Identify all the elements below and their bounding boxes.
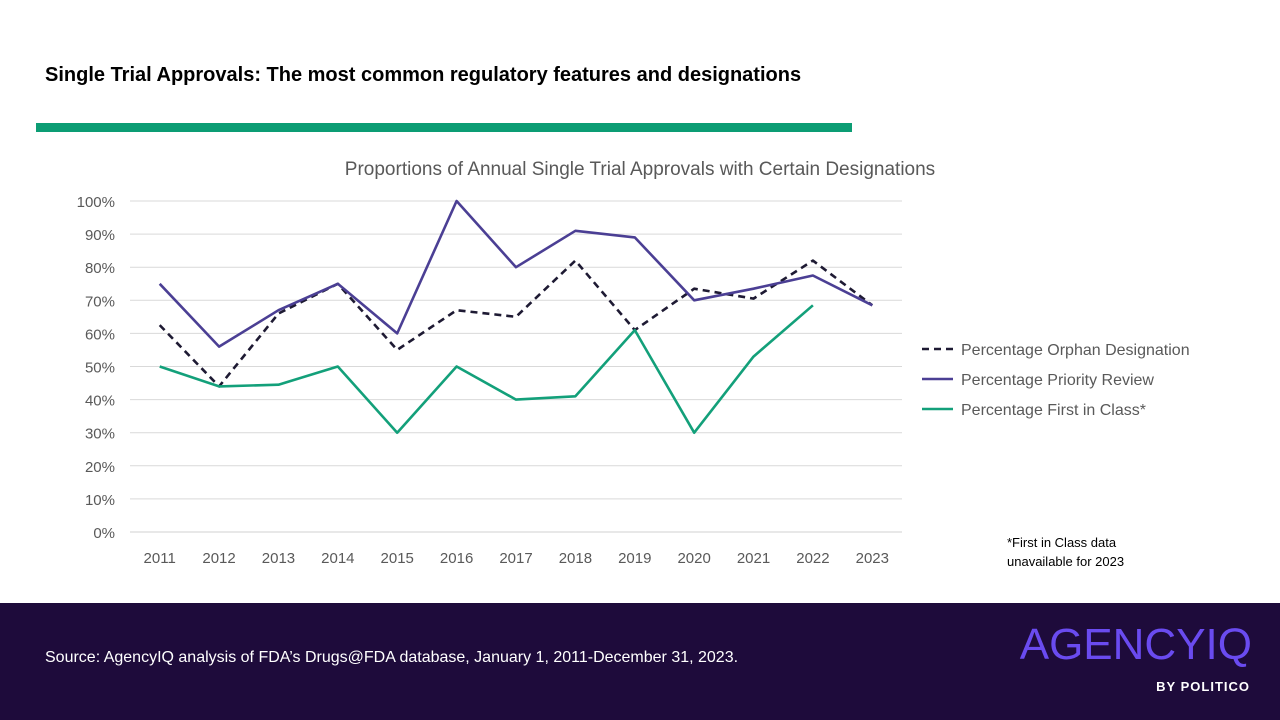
footer: Source: AgencyIQ analysis of FDA’s Drugs…	[0, 603, 1280, 720]
legend-label: Percentage Priority Review	[961, 372, 1154, 389]
x-tick-label: 2016	[440, 550, 473, 567]
x-tick-label: 2015	[381, 550, 414, 567]
y-tick-label: 10%	[85, 492, 115, 509]
y-axis-ticks: 0% 10% 20% 30% 40% 50% 60% 70% 80% 90% 100%	[77, 194, 115, 542]
chart-title: Proportions of Annual Single Trial Appro…	[345, 159, 935, 180]
y-tick-label: 70%	[85, 293, 115, 310]
x-tick-label: 2019	[618, 550, 651, 567]
chart-legend: Percentage Orphan Designation Percentage …	[922, 342, 1190, 419]
x-axis-ticks: 2011 2012 2013 2014 2015 2016 2017 2018 2019 2020…	[144, 550, 889, 567]
y-tick-label: 80%	[85, 260, 115, 277]
x-tick-label: 2012	[202, 550, 235, 567]
agencyiq-logo: AGENCYIQ	[1020, 621, 1252, 669]
line-chart: Proportions of Annual Single Trial Appro…	[0, 140, 1280, 600]
footnote-line-2: unavailable for 2023	[1007, 552, 1187, 571]
chart-series	[160, 201, 873, 433]
y-tick-label: 50%	[85, 360, 115, 377]
y-tick-label: 90%	[85, 227, 115, 244]
source-text: Source: AgencyIQ analysis of FDA’s Drugs…	[45, 649, 738, 667]
x-tick-label: 2021	[737, 550, 770, 567]
logo-byline: BY POLITICO	[1156, 679, 1250, 694]
chart-gridlines	[130, 201, 902, 532]
series-line-2	[160, 201, 873, 347]
x-tick-label: 2014	[321, 550, 354, 567]
x-tick-label: 2020	[677, 550, 710, 567]
slide-title: Single Trial Approvals: The most common …	[45, 64, 801, 87]
x-tick-label: 2013	[262, 550, 295, 567]
footnote: *First in Class data unavailable for 202…	[1007, 533, 1187, 571]
y-tick-label: 100%	[77, 194, 115, 211]
x-tick-label: 2023	[856, 550, 889, 567]
x-tick-label: 2018	[559, 550, 592, 567]
legend-label: Percentage First in Class*	[961, 402, 1146, 419]
y-tick-label: 40%	[85, 393, 115, 410]
x-tick-label: 2022	[796, 550, 829, 567]
x-tick-label: 2017	[499, 550, 532, 567]
title-accent-bar	[36, 123, 852, 132]
y-tick-label: 20%	[85, 459, 115, 476]
series-line-1	[160, 261, 873, 387]
y-tick-label: 30%	[85, 426, 115, 443]
y-tick-label: 0%	[93, 525, 115, 542]
legend-label: Percentage Orphan Designation	[961, 342, 1190, 359]
y-tick-label: 60%	[85, 326, 115, 343]
footnote-line-1: *First in Class data	[1007, 533, 1187, 552]
x-tick-label: 2011	[144, 550, 176, 567]
